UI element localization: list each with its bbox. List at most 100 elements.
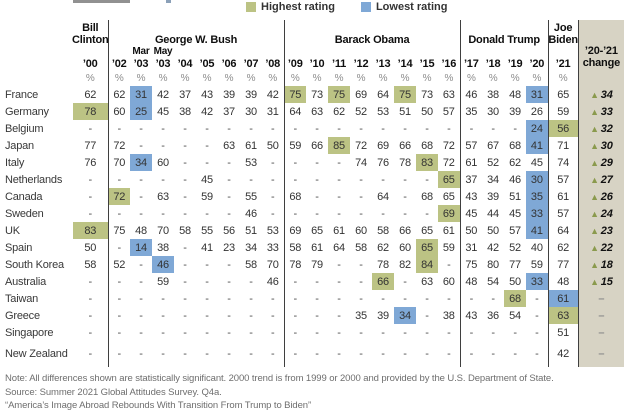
- rating-cell: 58: [283, 239, 307, 256]
- rating-cell: -: [425, 122, 429, 135]
- rating-cell: 65: [311, 224, 323, 237]
- rating-cell: 69: [355, 88, 367, 101]
- table-row: New Zealand - - - - - - - - - - - - - - - - - - - - -42–: [0, 341, 624, 367]
- rating-cell: -: [535, 326, 539, 339]
- rating-cell: 77: [547, 256, 579, 273]
- percent-cell: %: [180, 72, 190, 84]
- rating-cell: -: [425, 326, 429, 339]
- rating-cell: -: [271, 190, 275, 203]
- rating-cell: 53: [245, 156, 257, 169]
- sub-label-cell: [174, 46, 196, 57]
- rating-cell: -: [381, 292, 385, 305]
- ratings-table: Bill Clinton George W. Bush Barack Obama Don…: [0, 20, 624, 367]
- rating-cell: -: [161, 173, 165, 186]
- table-row: Japan 77 72- - - -63 61 50 59 66 85 72 69 66 68 72 57 67 6…: [0, 137, 624, 154]
- rating-cell: -: [337, 292, 341, 305]
- change-cell: ▲ 27: [577, 171, 624, 188]
- rating-cell: -: [337, 348, 341, 360]
- rating-cell: 60: [399, 241, 411, 254]
- sub-label-cell: [262, 46, 284, 57]
- rating-cell: -: [107, 120, 130, 137]
- percent-cell: %: [510, 72, 520, 84]
- rating-cell: 57: [459, 137, 483, 154]
- rating-cell: 50: [509, 275, 521, 288]
- rating-cell: -: [315, 156, 319, 169]
- country-label: Belgium: [5, 122, 44, 135]
- rating-cell: -: [88, 275, 93, 288]
- rating-cell: 58: [84, 258, 97, 271]
- rating-cell: 55: [201, 224, 213, 237]
- country-label: Singapore: [5, 326, 54, 339]
- percent-cell: %: [459, 70, 483, 86]
- sub-label-cell: [482, 46, 504, 57]
- rating-cell: 76: [377, 156, 389, 169]
- rating-cell: 46: [266, 275, 279, 288]
- rating-cell: -: [183, 207, 187, 220]
- rating-cell: -: [88, 173, 93, 186]
- legend-item-highest: Highest rating: [246, 1, 335, 13]
- percent-cell: %: [107, 70, 130, 86]
- rating-cell: -: [513, 348, 517, 360]
- rating-cell: 50: [459, 222, 483, 239]
- year-label-cell: ’00: [82, 58, 98, 70]
- rating-cell: 35: [526, 188, 549, 205]
- header-sublabels-row: Mar May: [0, 46, 624, 57]
- rating-cell: -: [459, 290, 483, 307]
- table-row: Spain 50-14 38-41 23 34 33 58 61 64 58 62 60 65 59 31 4…: [0, 239, 624, 256]
- rating-cell: -: [139, 275, 143, 288]
- rating-cell: -: [183, 275, 187, 288]
- sub-label-cell: [283, 46, 307, 57]
- rating-cell: 34: [394, 307, 417, 324]
- rating-cell: 31: [526, 86, 549, 103]
- rating-cell: -: [403, 173, 407, 186]
- sub-label-cell: Mar: [132, 46, 150, 57]
- rating-cell: -: [315, 173, 319, 186]
- rating-cell: 45: [530, 156, 543, 169]
- rating-cell: -: [205, 122, 209, 135]
- rating-cell: 84: [416, 256, 439, 273]
- rating-cell: 56: [547, 120, 579, 137]
- rating-cell: -: [227, 309, 231, 322]
- rating-cell: 50: [487, 224, 499, 237]
- sub-label-cell: [438, 46, 460, 57]
- table-row: UK 83 75 48 70 58 55 56 51 53 69 65 61 60 58 66 65 61 50 50…: [0, 222, 624, 239]
- rating-cell: -: [88, 326, 93, 339]
- rating-cell: 80: [487, 258, 499, 271]
- table-row: Belgium - - - - - - - - - - - - - - - - - - - -24 56 ▲ 32: [0, 120, 624, 137]
- sub-label-cell: [107, 46, 130, 57]
- table-row: South Korea 58 52-46- - -58 70 78 79- -78 82 84-75…: [0, 256, 624, 273]
- rating-cell: 64: [547, 222, 579, 239]
- source-line: Source: Summer 2021 Global Attitudes Sur…: [5, 386, 222, 398]
- sub-label-cell: May: [153, 46, 173, 57]
- percent-cell: %: [356, 72, 366, 84]
- year-label-cell: ’14: [397, 58, 413, 70]
- rating-cell: 60: [442, 275, 455, 288]
- rating-cell: 42: [547, 341, 579, 367]
- percent-cell: %: [202, 72, 212, 84]
- rating-cell: -: [403, 122, 407, 135]
- rating-cell: 43: [459, 307, 483, 324]
- rating-cell: 71: [547, 137, 579, 154]
- sub-label-cell: [416, 46, 438, 57]
- rating-cell: -: [107, 307, 130, 324]
- country-label: Greece: [5, 309, 40, 322]
- change-column-header: ’20-’21 change: [577, 20, 624, 70]
- rating-cell: -: [249, 309, 253, 322]
- rating-cell: -: [88, 348, 93, 360]
- rating-cell: 61: [333, 224, 345, 237]
- change-cell: ▲ 33: [577, 103, 624, 120]
- rating-cell: 57: [547, 171, 579, 188]
- rating-cell: -: [227, 122, 231, 135]
- rating-cell: -: [315, 309, 319, 322]
- year-label-cell: ’12: [353, 58, 369, 70]
- rating-cell: 61: [459, 154, 483, 171]
- rating-cell: 53: [266, 224, 279, 237]
- rating-cell: 63: [442, 88, 455, 101]
- change-cell: ▲ 32: [577, 120, 624, 137]
- rating-cell: 61: [442, 224, 455, 237]
- rating-cell: 62: [84, 88, 97, 101]
- table-row: Taiwan - - - - - - - - - - - - - - - - - - -68-61–: [0, 290, 624, 307]
- rating-cell: 44: [487, 207, 499, 220]
- rating-cell: 52: [355, 105, 367, 118]
- rating-cell: 37: [459, 171, 483, 188]
